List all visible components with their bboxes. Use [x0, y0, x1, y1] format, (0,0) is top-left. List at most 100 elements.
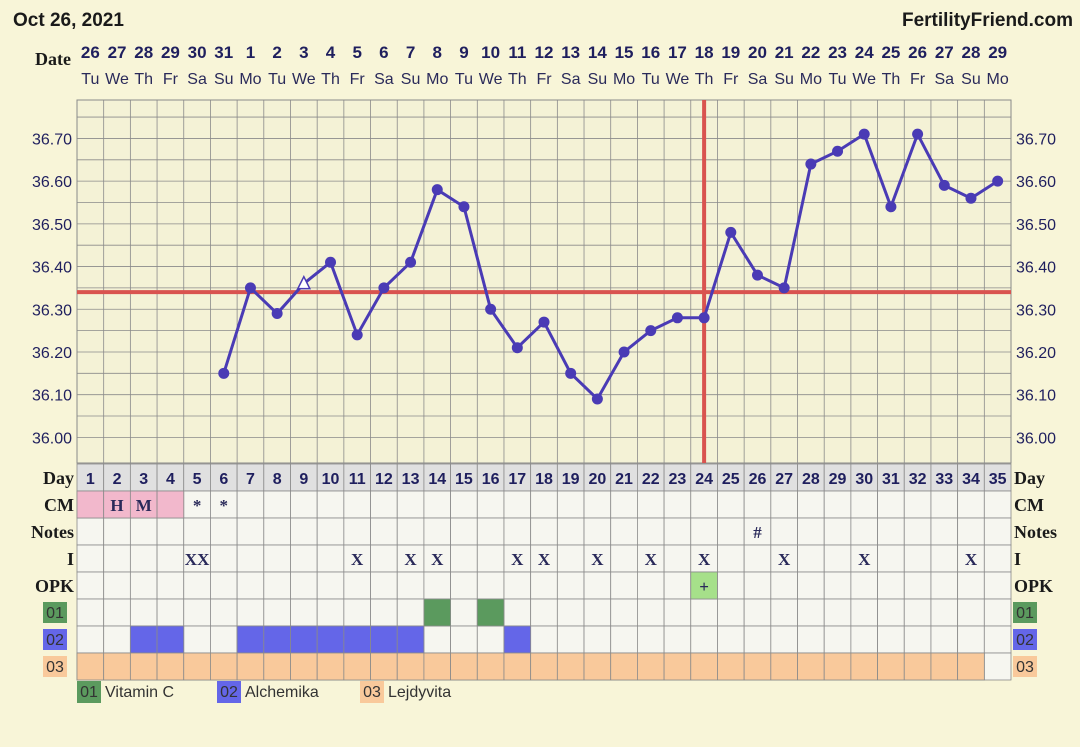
- table-cell: [476, 517, 505, 546]
- row-label-notes: Notes: [31, 522, 74, 542]
- cycle-day-number: 19: [562, 471, 580, 488]
- supplement-cell: [850, 652, 878, 681]
- y-tick-right: 36.20: [1016, 345, 1056, 362]
- supplement-badge-left: [43, 602, 67, 623]
- cycle-day-number: 21: [615, 471, 633, 488]
- legend-swatch: [217, 681, 241, 703]
- table-cell: [930, 463, 959, 492]
- weekday-label: Fr: [163, 71, 179, 88]
- cycle-day-number: 13: [402, 471, 420, 488]
- table-cell: [396, 490, 425, 519]
- intercourse-mark: X: [778, 550, 791, 569]
- supplement-cell: [503, 625, 532, 654]
- table-cell: [983, 544, 1012, 573]
- table-cell: [210, 544, 238, 573]
- table-cell: [210, 598, 238, 627]
- temperature-point: [645, 325, 657, 337]
- table-cell: [930, 490, 959, 519]
- date-number: 4: [326, 43, 336, 62]
- supplement-cell: [263, 652, 291, 681]
- date-row-label: Date: [35, 49, 71, 69]
- date-number: 5: [352, 43, 361, 62]
- cycle-day-number: 18: [535, 471, 553, 488]
- table-cell: [343, 544, 371, 573]
- cycle-day-number: 12: [375, 471, 393, 488]
- table-cell: [423, 544, 451, 573]
- table-cell: [236, 571, 265, 600]
- supplement-cell: [930, 652, 959, 681]
- cm-cell: [76, 490, 105, 519]
- table-cell: [76, 571, 105, 600]
- cycle-day-number: 7: [246, 471, 255, 488]
- cycle-day-number: 20: [588, 471, 606, 488]
- cm-mark: M: [136, 496, 152, 515]
- table-cell: [717, 625, 745, 654]
- supplement-cell: [583, 652, 612, 681]
- supplement-code-right: 01: [1016, 605, 1034, 622]
- y-tick-left: 36.10: [32, 388, 72, 405]
- y-tick-right: 36.60: [1016, 174, 1056, 191]
- table-cell: [877, 544, 905, 573]
- y-tick-left: 36.40: [32, 260, 72, 277]
- table-cell: [877, 463, 905, 492]
- weekday-label: Fr: [536, 71, 552, 88]
- weekday-label: Mo: [800, 71, 822, 88]
- temperature-point: [912, 128, 924, 140]
- table-cell: [610, 544, 638, 573]
- table-cell: [770, 490, 798, 519]
- table-cell: [930, 544, 959, 573]
- temperature-point: [511, 342, 523, 354]
- supplement-cell: [743, 652, 772, 681]
- table-cell: [450, 598, 478, 627]
- table-cell: [530, 625, 558, 654]
- date-number: 11: [508, 43, 526, 62]
- date-number: 24: [855, 43, 874, 62]
- supplement-code-left: 01: [46, 605, 64, 622]
- temperature-point: [885, 201, 897, 213]
- table-cell: [583, 598, 612, 627]
- table-cell: [797, 490, 825, 519]
- table-cell: [183, 598, 211, 627]
- table-cell: [743, 463, 772, 492]
- supplement-cell: [210, 652, 238, 681]
- table-cell: [930, 598, 959, 627]
- table-cell: [396, 598, 425, 627]
- table-cell: [637, 463, 665, 492]
- supplement-cell: [290, 625, 318, 654]
- table-cell: [850, 463, 878, 492]
- table-cell: [743, 625, 772, 654]
- temperature-point: [992, 175, 1004, 187]
- table-cell: [690, 598, 718, 627]
- legend-code: 03: [363, 684, 381, 701]
- table-cell: [743, 571, 772, 600]
- supplement-cell: [476, 652, 505, 681]
- weekday-label: Fr: [350, 71, 366, 88]
- weekday-label: Tu: [829, 71, 847, 88]
- supplement-badge-left: [43, 656, 67, 677]
- temperature-open-marker: [296, 274, 312, 290]
- table-cell: [583, 517, 612, 546]
- supplement-cell: [343, 625, 371, 654]
- date-number: 3: [299, 43, 308, 62]
- cycle-day-number: 1: [86, 471, 95, 488]
- table-cell: [717, 544, 745, 573]
- supplement-cell: [156, 652, 185, 681]
- table-cell: [423, 571, 451, 600]
- cycle-day-number: 22: [642, 471, 660, 488]
- supplement-cell: [423, 598, 451, 627]
- supplement-cell: [290, 652, 318, 681]
- table-cell: [316, 598, 345, 627]
- intercourse-mark: X: [965, 550, 978, 569]
- table-cell: [476, 571, 505, 600]
- table-cell: [503, 490, 532, 519]
- table-cell: [743, 490, 772, 519]
- temperature-point: [458, 201, 470, 213]
- weekday-label: Sa: [187, 71, 207, 88]
- cycle-day-number: 34: [962, 471, 980, 488]
- date-number: 21: [775, 43, 794, 62]
- date-number: 20: [748, 43, 767, 62]
- table-cell: [850, 571, 878, 600]
- supplement-cell: [183, 652, 211, 681]
- table-cell: [690, 544, 718, 573]
- table-cell: [610, 517, 638, 546]
